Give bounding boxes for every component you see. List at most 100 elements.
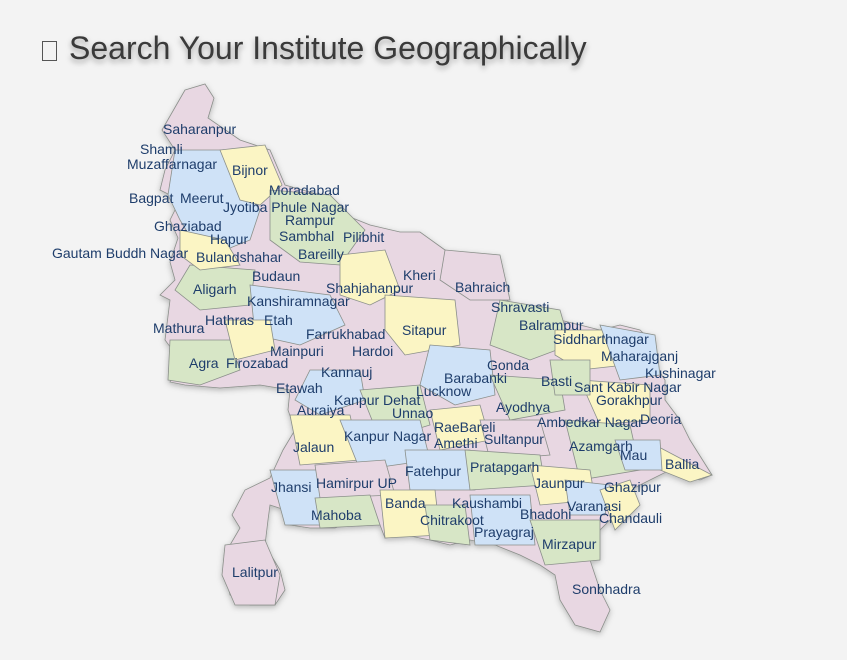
map-region-blue5 — [294, 369, 366, 416]
district-farrukhabad[interactable]: Farrukhabad — [306, 326, 385, 342]
district-basti[interactable]: Basti — [541, 373, 572, 389]
district-banda[interactable]: Banda — [385, 495, 426, 511]
map-region-pink5 — [221, 539, 281, 606]
district-gonda[interactable]: Gonda — [487, 357, 529, 373]
district-muzaffarnagar[interactable]: Muzaffarnagar — [127, 156, 217, 172]
district-ayodhya[interactable]: Ayodhya — [496, 399, 550, 415]
district-deoria[interactable]: Deoria — [640, 411, 681, 427]
district-sitapur[interactable]: Sitapur — [402, 322, 447, 338]
district-hathras[interactable]: Hathras — [205, 312, 254, 328]
district-sambhal[interactable]: Sambhal — [279, 228, 334, 244]
district-hapur[interactable]: Hapur — [210, 231, 248, 247]
district-ambedkar-nagar[interactable]: Ambedkar Nagar — [537, 414, 643, 430]
page-title-text: Search Your Institute Geographically — [69, 30, 587, 66]
map-region-blue10 — [564, 479, 611, 516]
district-mathura[interactable]: Mathura — [153, 320, 205, 336]
district-jhansi[interactable]: Jhansi — [271, 479, 311, 495]
district-budaun[interactable]: Budaun — [252, 268, 300, 284]
map-region-pink3 — [479, 419, 551, 461]
district-kanpur-dehat[interactable]: Kanpur Dehat — [334, 392, 421, 408]
district-jaunpur[interactable]: Jaunpur — [534, 475, 585, 491]
district-firozabad[interactable]: Firozabad — [226, 355, 288, 371]
district-ghazipur[interactable]: Ghazipur — [604, 479, 661, 495]
district-sant-kabir-nagar[interactable]: Sant Kabir Nagar — [574, 379, 682, 395]
district-mau[interactable]: Mau — [620, 447, 647, 463]
district-pilibhit[interactable]: Pilibhit — [343, 229, 384, 245]
map-region-blue11 — [614, 439, 663, 471]
district-kaushambi[interactable]: Kaushambi — [452, 495, 522, 511]
map-region-green9 — [424, 504, 471, 546]
district-raebareli[interactable]: RaeBareli — [434, 419, 495, 435]
district-bareilly[interactable]: Bareilly — [298, 246, 344, 262]
district-jyotiba-phule-nagar[interactable]: Jyotiba Phule Nagar — [223, 199, 349, 215]
map-region-blue4 — [419, 344, 496, 406]
district-rampur[interactable]: Rampur — [285, 212, 335, 228]
district-auraiya[interactable]: Auraiya — [297, 402, 345, 418]
district-chitrakoot[interactable]: Chitrakoot — [420, 512, 484, 528]
district-azamgarh[interactable]: Azamgarh — [569, 438, 633, 454]
district-shahjahanpur[interactable]: Shahjahanpur — [326, 280, 414, 296]
district-fatehpur[interactable]: Fatehpur — [405, 463, 461, 479]
district-shamli[interactable]: Shamli — [140, 141, 183, 157]
district-etawah[interactable]: Etawah — [276, 380, 323, 396]
district-shravasti[interactable]: Shravasti — [491, 299, 549, 315]
district-kheri[interactable]: Kheri — [403, 267, 436, 283]
district-kanshiramnagar[interactable]: Kanshiramnagar — [247, 293, 350, 309]
district-pratapgarh[interactable]: Pratapgarh — [470, 459, 539, 475]
district-meerut[interactable]: Meerut — [180, 190, 224, 206]
district-bulandshahar[interactable]: Bulandshahar — [196, 249, 283, 265]
district-amethi[interactable]: Amethi — [434, 435, 478, 451]
map-region-green8 — [314, 494, 381, 529]
district-mainpuri[interactable]: Mainpuri — [270, 343, 324, 359]
map-region-green12 — [549, 359, 591, 396]
map-region-green3 — [489, 299, 571, 361]
map-region-green4 — [489, 374, 566, 421]
district-aligarh[interactable]: Aligarh — [193, 281, 237, 297]
district-bahraich[interactable]: Bahraich — [455, 279, 510, 295]
district-chandauli[interactable]: Chandauli — [599, 510, 662, 526]
map-region-green10 — [529, 519, 601, 566]
district-varanasi[interactable]: Varanasi — [567, 498, 621, 514]
district-lucknow[interactable]: Lucknow — [416, 383, 472, 399]
district-gautam-buddh-nagar[interactable]: Gautam Buddh Nagar — [52, 245, 189, 261]
district-prayagraj[interactable]: Prayagraj — [474, 524, 534, 540]
district-jalaun[interactable]: Jalaun — [293, 439, 334, 455]
map-region-yellow5 — [579, 379, 651, 426]
district-bhadohi[interactable]: Bhadohi — [520, 506, 571, 522]
page-title: Search Your Institute Geographically — [42, 30, 587, 67]
map-region-yellow12 — [179, 229, 241, 271]
district-kushinagar[interactable]: Kushinagar — [645, 365, 716, 381]
district-moradabad[interactable]: Moradabad — [269, 182, 340, 198]
district-siddharthnagar[interactable]: Siddharthnagar — [553, 331, 649, 347]
map-region-green2 — [174, 264, 256, 311]
map-icon — [42, 41, 57, 61]
district-sultanpur[interactable]: Sultanpur — [484, 431, 544, 447]
district-mahoba[interactable]: Mahoba — [311, 507, 362, 523]
district-hardoi[interactable]: Hardoi — [352, 343, 393, 359]
map-region-blue9 — [469, 494, 536, 546]
map-region-yellow13 — [224, 319, 276, 361]
district-bagpat[interactable]: Bagpat — [129, 190, 173, 206]
district-bijnor[interactable]: Bijnor — [232, 162, 268, 178]
district-kannauj[interactable]: Kannauj — [321, 364, 372, 380]
district-maharajganj[interactable]: Maharajganj — [601, 348, 678, 364]
district-unnao[interactable]: Unnao — [392, 405, 433, 421]
district-saharanpur[interactable]: Saharanpur — [163, 121, 237, 137]
map-region-blue3 — [599, 324, 661, 381]
district-ballia[interactable]: Ballia — [665, 456, 699, 472]
district-barabanki[interactable]: Barabanki — [444, 370, 507, 386]
district-lalitpur[interactable]: Lalitpur — [232, 564, 278, 580]
district-ghaziabad[interactable]: Ghaziabad — [154, 218, 222, 234]
map-region-pink2 — [439, 249, 511, 301]
map-region-yellow10 — [599, 479, 641, 531]
district-agra[interactable]: Agra — [189, 355, 219, 371]
district-kanpur-nagar[interactable]: Kanpur Nagar — [344, 428, 432, 444]
district-etah[interactable]: Etah — [264, 312, 293, 328]
district-mirzapur[interactable]: Mirzapur — [542, 536, 597, 552]
district-gorakhpur[interactable]: Gorakhpur — [596, 392, 662, 408]
district-hamirpur-up[interactable]: Hamirpur UP — [316, 475, 397, 491]
map-region-green11 — [167, 339, 241, 386]
district-sonbhadra[interactable]: Sonbhadra — [572, 581, 641, 597]
district-balrampur[interactable]: Balrampur — [519, 317, 584, 333]
